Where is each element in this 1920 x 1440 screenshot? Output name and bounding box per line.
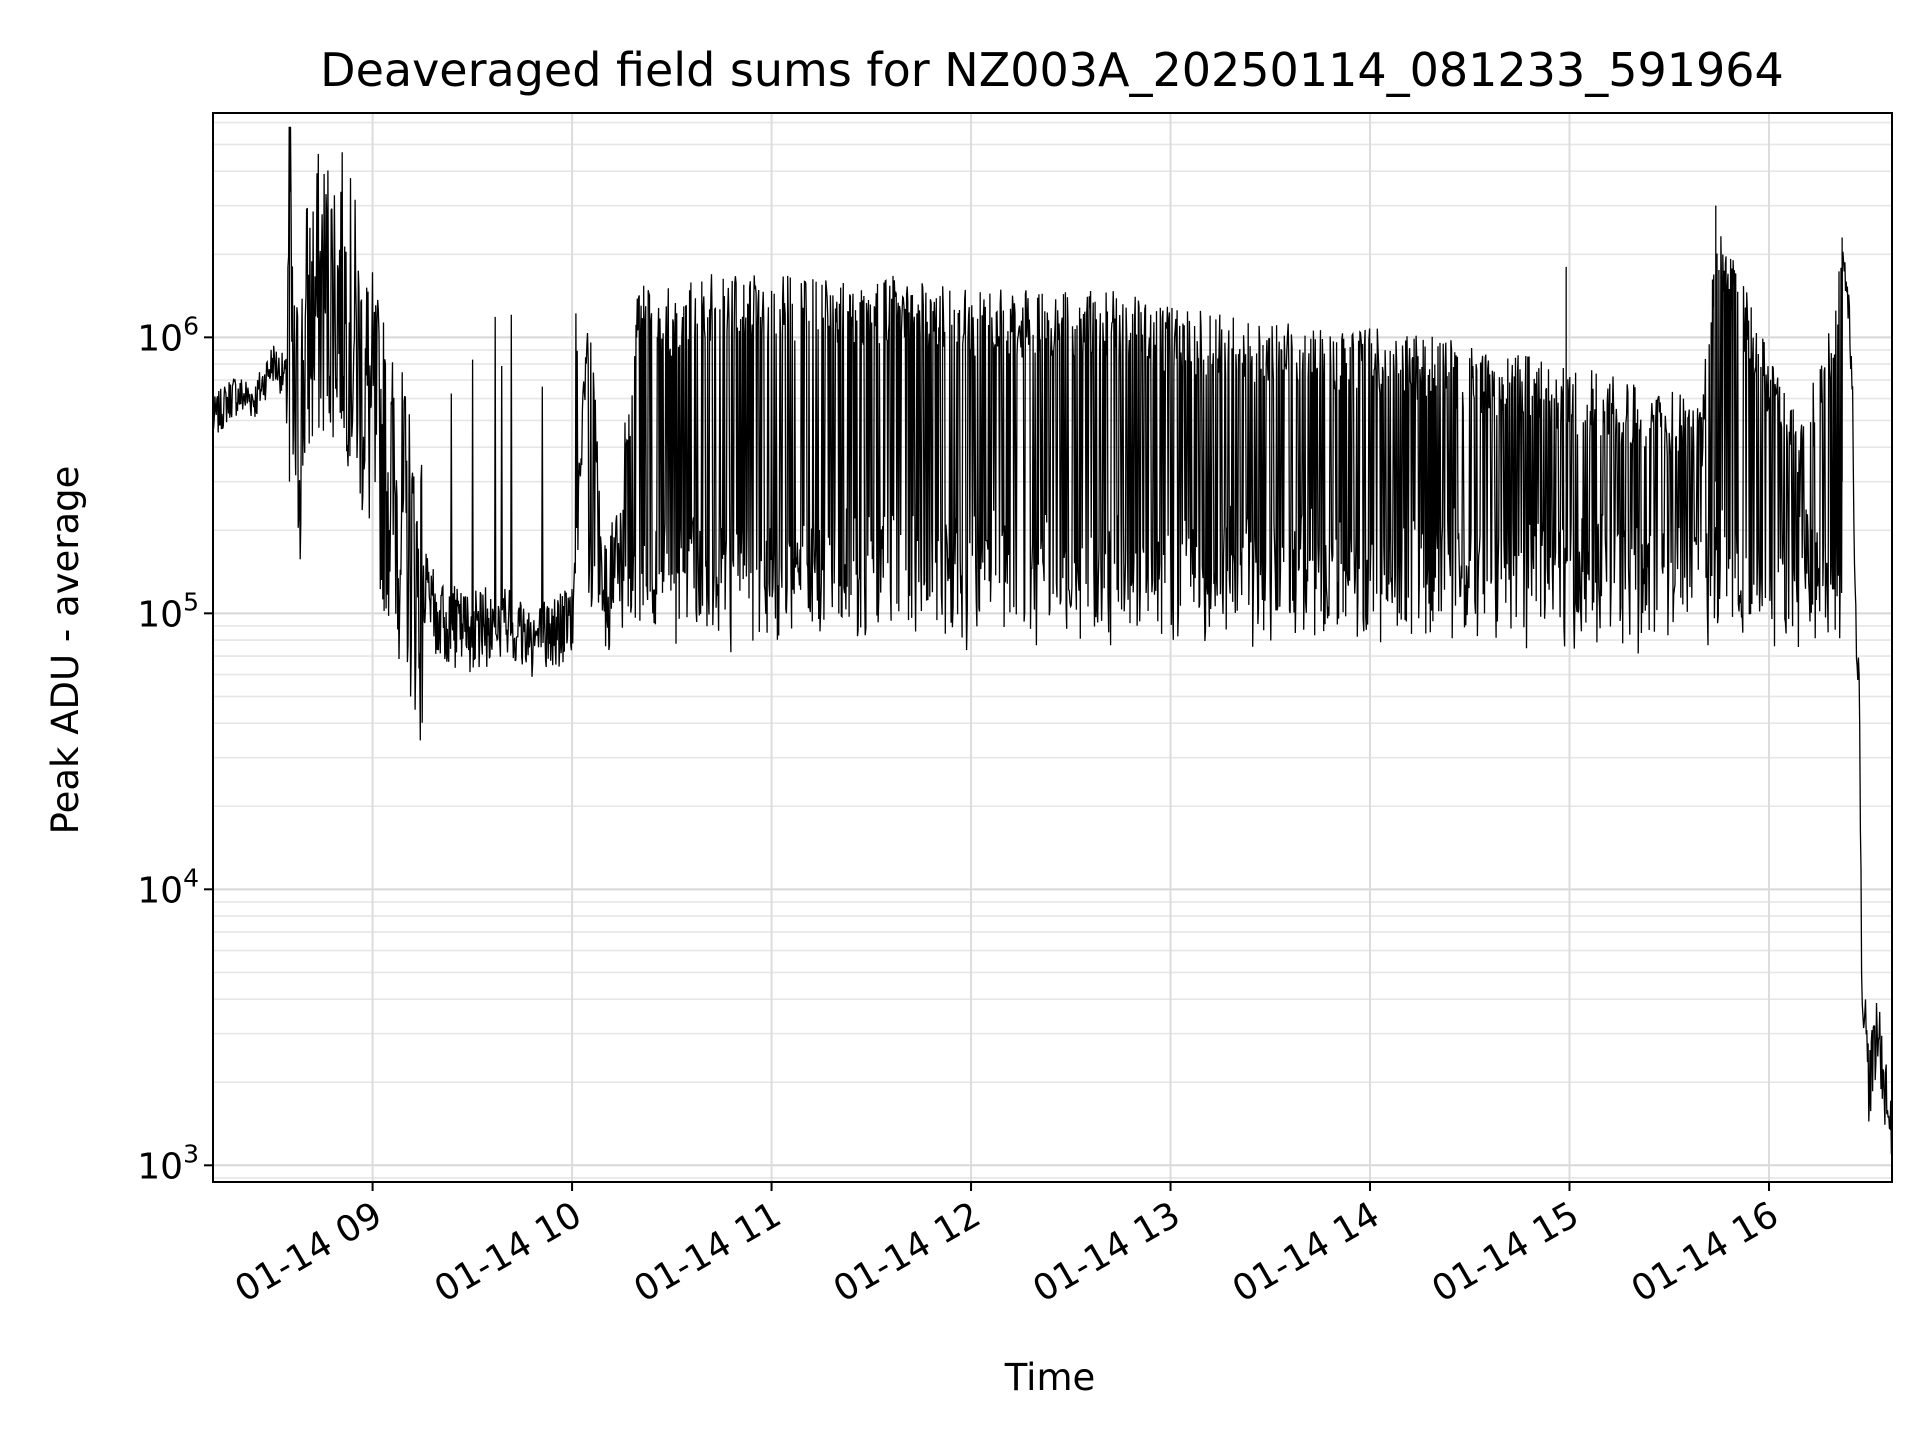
y-tick-label: 105 [137, 587, 199, 635]
y-tick-label: 106 [137, 311, 199, 359]
x-axis-label: Time [1004, 1356, 1096, 1399]
series-group [212, 126, 1893, 1155]
y-axis: 103 104 105 106 [137, 311, 213, 1187]
chart-title: Deaveraged field sums for NZ003A_2025011… [320, 43, 1784, 97]
y-tick-label: 103 [137, 1139, 199, 1187]
plot-frame [212, 112, 1893, 1183]
series-line [212, 126, 1893, 1155]
y-axis-label: Peak ADU - average [44, 466, 87, 835]
y-tick-label: 104 [137, 863, 199, 911]
